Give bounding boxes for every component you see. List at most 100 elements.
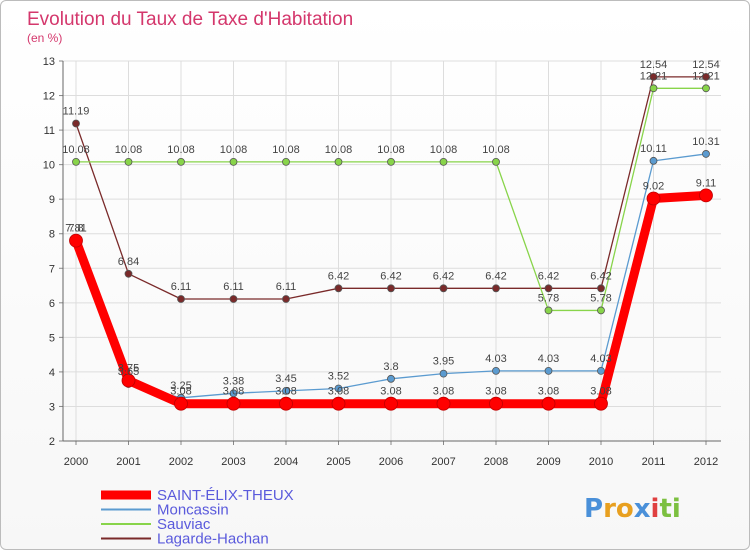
data-label-lagarde-hachan: 6.11 [276,281,297,293]
chart-subtitle: (en %) [27,31,62,45]
data-point-sauviac [334,157,343,166]
data-label-lagarde-hachan: 6.42 [328,270,349,282]
data-point-moncassin [439,369,448,378]
data-point-sauviac [439,157,448,166]
data-point-saint-elix-theux [594,396,608,411]
data-point-sauviac [702,84,710,93]
data-label-lagarde-hachan: 6.42 [590,270,611,282]
data-point-lagarde-hachan [282,295,290,303]
legend-label: Lagarde-Hachan [157,531,269,548]
data-label-sauviac: 5.78 [538,292,559,304]
data-point-saint-elix-theux [384,396,398,411]
data-point-sauviac [649,84,658,93]
data-point-saint-elix-theux [121,373,136,388]
data-point-saint-elix-theux [174,396,188,411]
data-label-saint-elix-theux: 7.8 [68,223,83,235]
data-point-sauviac [597,306,605,315]
series-layer [69,72,713,411]
data-label-lagarde-hachan: 6.11 [171,281,192,293]
data-point-lagarde-hachan [544,284,553,293]
data-point-moncassin [702,150,710,158]
data-point-lagarde-hachan [72,119,80,128]
y-tick-label: 13 [43,56,55,68]
logo-letter: x [634,494,651,524]
data-point-saint-elix-theux [646,191,661,206]
y-tick-label: 4 [49,367,55,379]
y-tick-label: 3 [49,401,55,413]
data-point-saint-elix-theux [541,396,556,411]
data-label-sauviac: 10.08 [115,144,143,156]
data-point-saint-elix-theux [69,233,83,248]
y-tick-label: 10 [43,160,55,172]
x-tick-label: 2005 [326,456,350,468]
x-tick-label: 2011 [642,456,666,468]
x-tick-label: 2003 [221,456,245,468]
data-label-moncassin: 4.03 [538,353,559,365]
data-point-sauviac [72,157,80,166]
logo-letter: i [651,494,660,524]
data-label-moncassin: 4.03 [485,353,506,365]
data-point-lagarde-hachan [387,284,395,293]
data-label-sauviac: 10.08 [325,144,353,156]
legend-label: SAINT-ÉLIX-THEUX [157,487,294,504]
y-tick-label: 7 [49,263,55,275]
data-label-sauviac: 12.21 [640,70,668,82]
y-tick-label: 11 [44,125,55,137]
data-label-moncassin: 7.81 [65,222,86,234]
data-label-saint-elix-theux: 3.08 [538,386,559,398]
data-label-saint-elix-theux: 3.08 [223,386,244,398]
data-point-moncassin [282,387,290,395]
data-label-sauviac: 5.78 [590,292,611,304]
data-point-sauviac [229,157,238,166]
data-point-moncassin [544,366,553,375]
chart-title: Evolution du Taux de Taxe d'Habitation [27,9,353,30]
data-label-saint-elix-theux: 3.75 [118,363,139,375]
data-label-lagarde-hachan: 12.54 [692,59,720,71]
data-label-sauviac: 10.08 [430,144,458,156]
x-tick-label: 2008 [484,456,508,468]
data-point-moncassin [649,156,658,165]
data-point-moncassin [334,384,343,393]
legend-label: Moncassin [157,502,229,519]
data-label-lagarde-hachan: 11.19 [63,106,90,118]
data-point-lagarde-hachan [492,284,500,293]
data-label-moncassin: 3.52 [328,370,349,382]
data-point-lagarde-hachan [177,295,185,303]
proxiti-logo: Proxiti [584,494,681,524]
data-point-lagarde-hachan [229,295,238,303]
data-label-saint-elix-theux: 3.08 [433,386,454,398]
data-label-sauviac: 10.08 [482,144,510,156]
data-point-lagarde-hachan [439,284,448,293]
data-label-sauviac: 10.08 [62,144,90,156]
data-label-lagarde-hachan: 6.42 [433,270,454,282]
data-label-moncassin: 10.11 [640,143,667,155]
x-tick-label: 2004 [274,456,298,468]
y-tick-label: 8 [49,229,55,241]
data-label-sauviac: 10.08 [377,144,405,156]
data-label-saint-elix-theux: 3.08 [275,386,296,398]
data-label-layer: 11.19 6.84 6.11 6.11 6.11 6.42 6.42 6.42 6.42 6.4… [62,59,720,398]
data-label-moncassin: 3.45 [275,373,296,385]
x-tick-label: 2010 [589,456,613,468]
x-tick-label: 2012 [694,456,718,468]
logo-letter: i [672,494,681,524]
data-point-saint-elix-theux [436,396,451,411]
legend: SAINT-ÉLIX-THEUXMoncassinSauviacLagarde-… [101,487,294,548]
x-tick-label: 2006 [379,456,403,468]
data-point-saint-elix-theux [699,188,713,203]
data-point-lagarde-hachan [597,284,605,293]
y-tick-label: 9 [49,194,55,206]
data-label-moncassin: 4.03 [590,353,611,365]
data-point-moncassin [492,366,500,375]
data-label-sauviac: 10.08 [220,144,248,156]
data-label-saint-elix-theux: 9.11 [696,177,717,189]
data-point-saint-elix-theux [226,396,241,411]
y-tick-label: 12 [43,91,55,103]
legend-label: Sauviac [157,516,211,533]
data-label-lagarde-hachan: 6.84 [118,256,139,268]
data-label-moncassin: 10.31 [692,136,720,148]
data-point-sauviac [282,157,290,166]
data-label-lagarde-hachan: 6.42 [485,270,506,282]
data-point-saint-elix-theux [331,396,346,411]
